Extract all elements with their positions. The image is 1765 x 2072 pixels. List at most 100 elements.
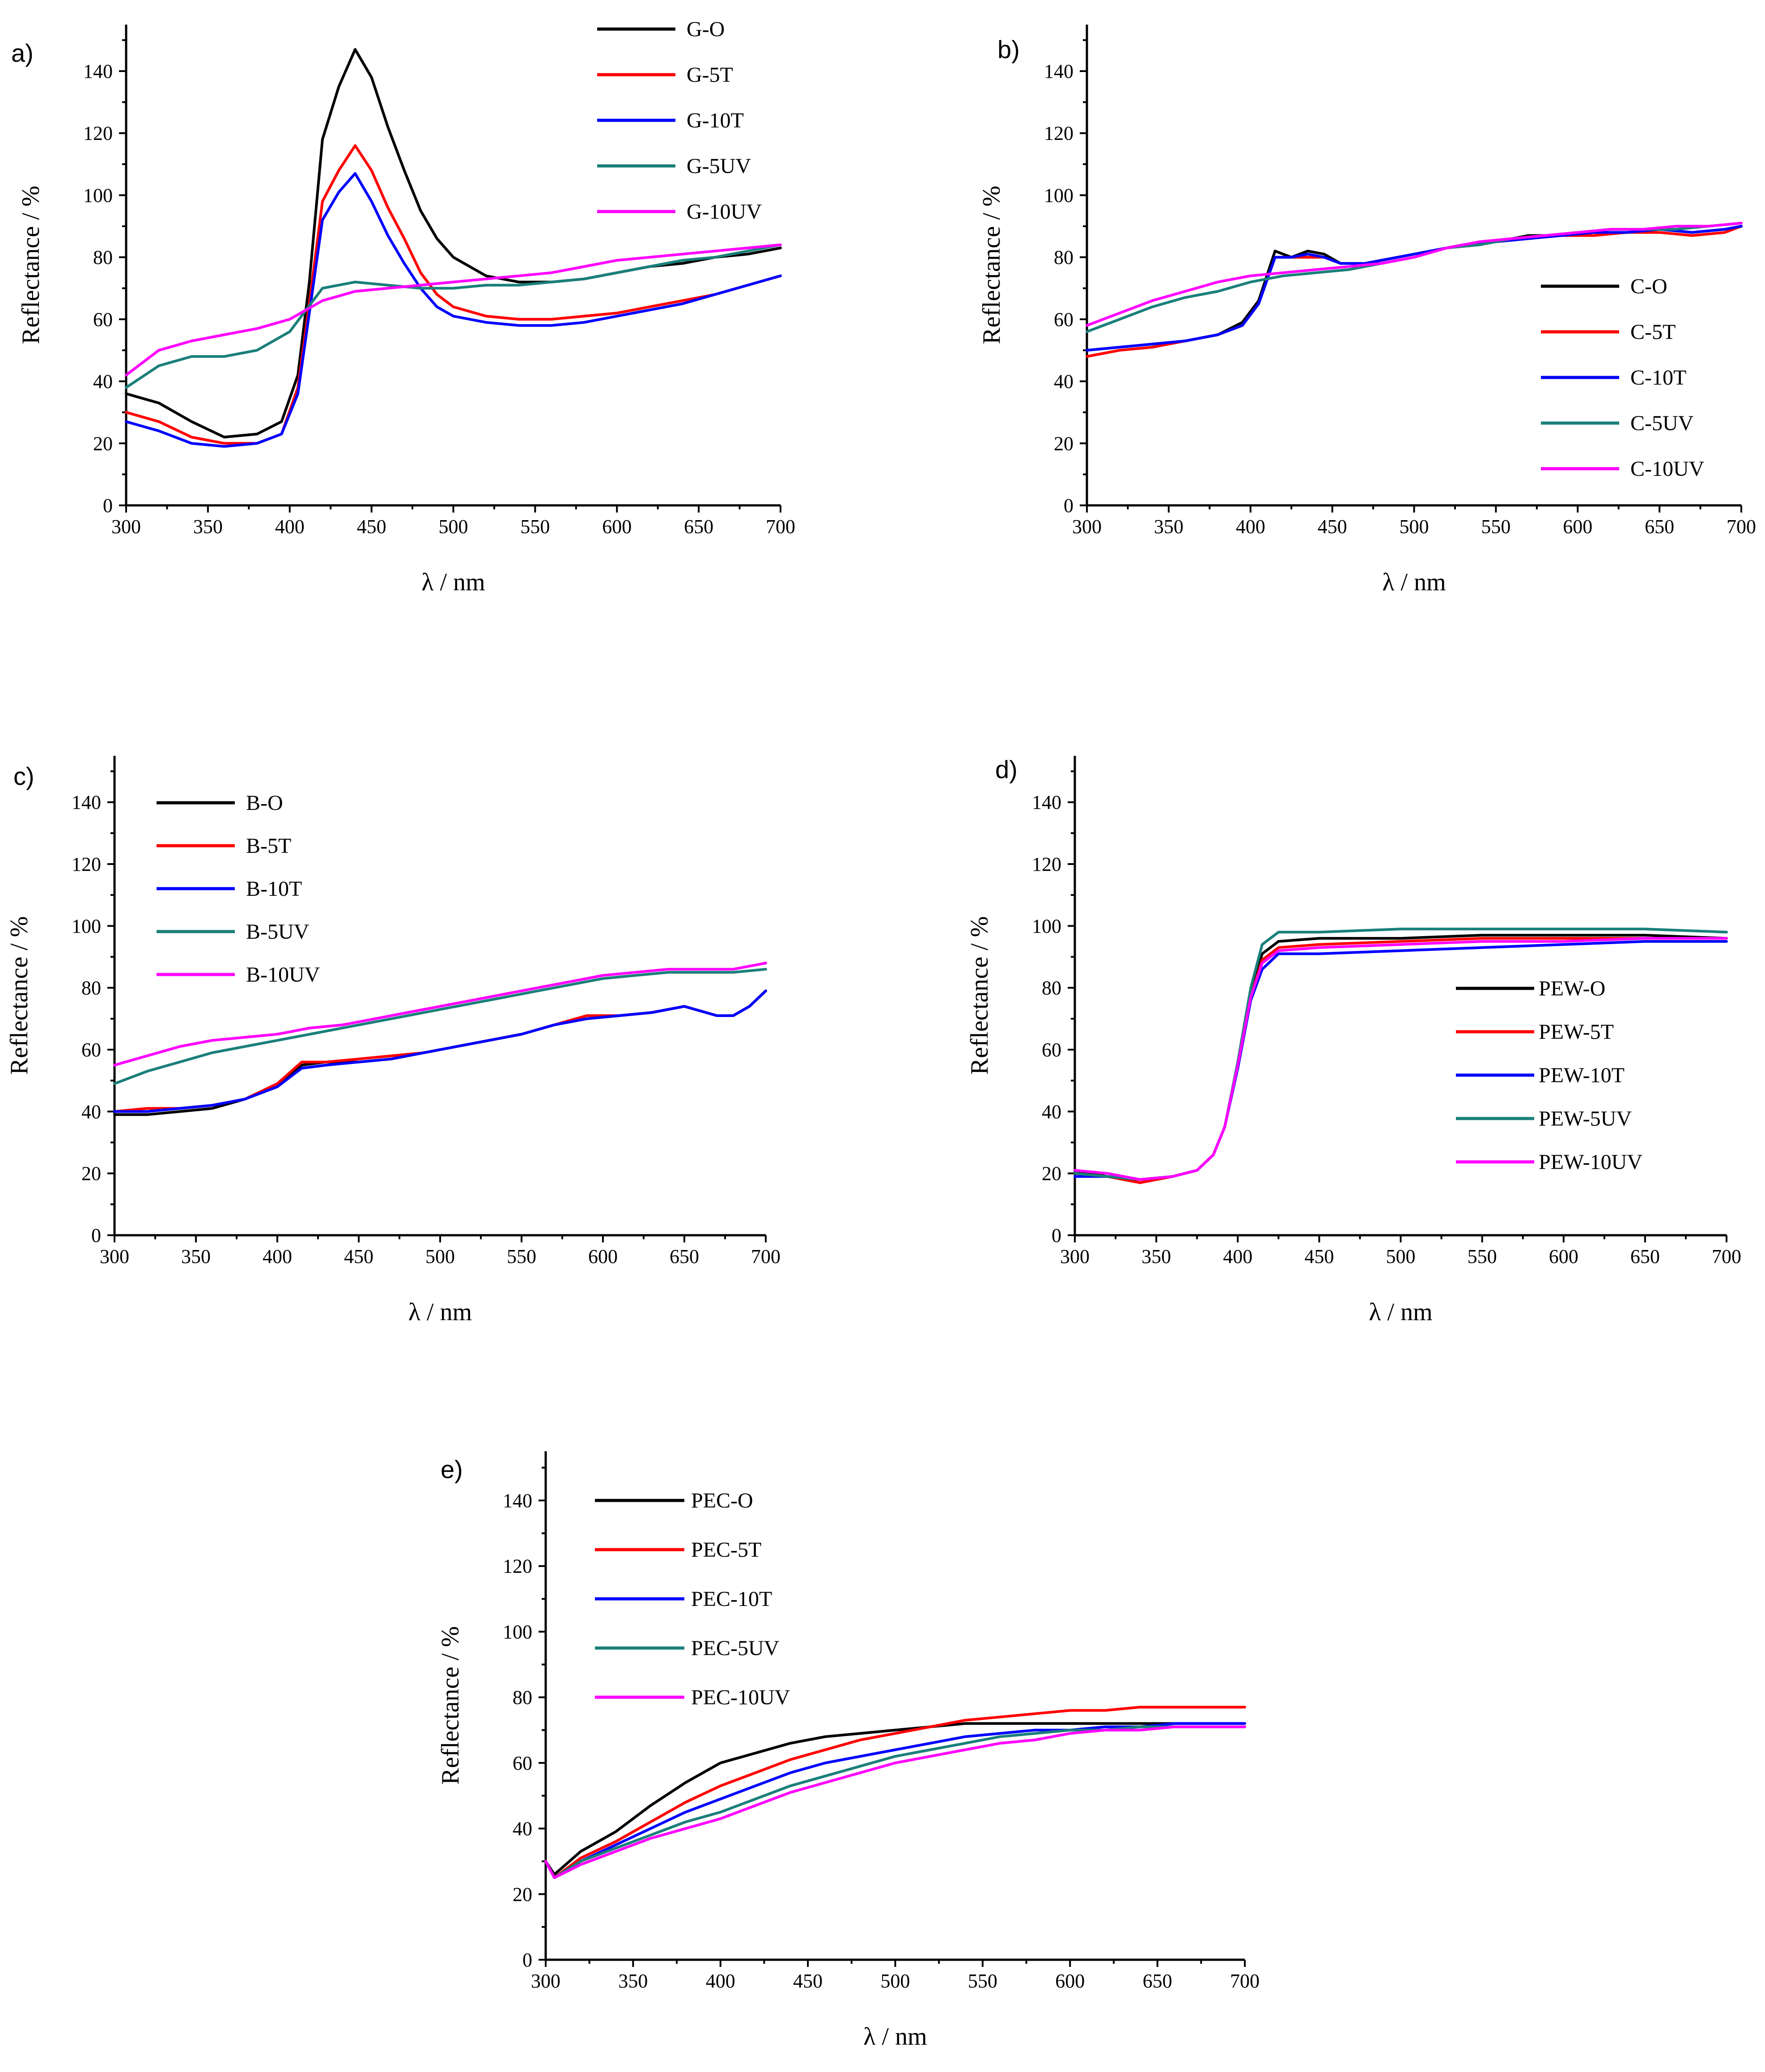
legend-label: G-10T — [687, 109, 744, 132]
legend-label: PEW-5T — [1539, 1020, 1614, 1044]
x-tick-label: 650 — [670, 1246, 699, 1267]
series-line-PEW-10UV — [1073, 937, 1728, 1181]
y-axis-title: Reflectance / % — [5, 916, 33, 1075]
y-tick-label: 120 — [72, 853, 101, 875]
chart-panel-b: 300 350 400 450 500 550 600 650 700 0 20 40 60 80 100 1… — [978, 25, 1756, 596]
x-tick-label: 350 — [181, 1246, 211, 1267]
y-tick-label: 20 — [513, 1883, 532, 1905]
legend-label: PEW-10UV — [1539, 1150, 1642, 1174]
y-tick-label: 40 — [93, 371, 113, 393]
y-tick-label: 0 — [103, 495, 113, 517]
series-line-PEW-5UV — [1073, 928, 1728, 1181]
x-tick-label: 700 — [751, 1246, 781, 1267]
chart-panel-a: 300 350 400 450 500 550 600 650 700 0 20 40 60 80 100 1… — [11, 17, 795, 596]
legend-label: G-O — [687, 17, 725, 41]
x-tick-label: 300 — [111, 516, 141, 538]
x-tick-label: 650 — [1630, 1246, 1660, 1267]
x-tick-label: 700 — [1712, 1246, 1741, 1267]
y-tick-label: 60 — [513, 1752, 532, 1774]
series-line-B-10UV — [113, 962, 767, 1067]
y-axis-title: Reflectance / % — [437, 1626, 464, 1784]
legend-label: PEC-10T — [691, 1587, 772, 1611]
x-tick-label: 400 — [1236, 516, 1265, 538]
legend-label: PEC-O — [691, 1489, 753, 1513]
x-tick-label: 300 — [1060, 1246, 1090, 1267]
panel-label: e) — [441, 1455, 463, 1483]
series-line-G-10T — [125, 172, 782, 448]
y-axis-title: Reflectance / % — [978, 186, 1006, 344]
x-tick-label: 300 — [1072, 516, 1102, 538]
legend-label: B-5UV — [246, 920, 310, 944]
y-tick-label: 80 — [513, 1686, 532, 1708]
series-line-C-10T — [1086, 225, 1743, 352]
y-tick-label: 20 — [1054, 432, 1073, 454]
panel-label: d) — [995, 755, 1018, 784]
y-tick-label: 100 — [1032, 915, 1061, 937]
x-tick-label: 500 — [1400, 516, 1429, 538]
legend-label: G-5T — [687, 63, 733, 87]
x-tick-label: 400 — [706, 1970, 735, 1992]
legend-label: PEW-O — [1539, 977, 1605, 1000]
legend-label: C-5T — [1630, 320, 1676, 344]
y-tick-label: 120 — [1032, 853, 1061, 875]
legend-label: B-5T — [246, 834, 291, 858]
x-tick-label: 550 — [520, 516, 550, 538]
chart-panel-c: 300 350 400 450 500 550 600 650 700 0 20 40 60 80 100 1… — [5, 756, 781, 1326]
y-tick-label: 80 — [1054, 246, 1073, 268]
x-tick-label: 700 — [1230, 1970, 1260, 1992]
x-tick-label: 450 — [344, 1246, 373, 1267]
series-line-G-5T — [125, 144, 782, 445]
y-tick-label: 0 — [1052, 1225, 1061, 1246]
legend-label: B-10T — [246, 877, 302, 901]
y-tick-label: 140 — [1032, 792, 1061, 814]
x-tick-label: 650 — [684, 516, 713, 538]
y-tick-label: 0 — [522, 1949, 532, 1971]
x-tick-label: 400 — [275, 516, 305, 538]
panel-label: a) — [11, 39, 34, 67]
legend-label: B-O — [246, 791, 283, 815]
series-line-G-5UV — [125, 243, 782, 389]
legend-label: G-5UV — [687, 154, 751, 178]
series-line-PEC-5T — [544, 1706, 1246, 1879]
y-tick-label: 20 — [93, 432, 113, 454]
x-tick-label: 350 — [618, 1970, 648, 1992]
x-tick-label: 450 — [793, 1970, 823, 1992]
x-axis-title: λ / nm — [408, 1298, 472, 1326]
series-line-PEC-O — [544, 1722, 1246, 1876]
y-tick-label: 100 — [1044, 184, 1073, 206]
x-tick-label: 550 — [1468, 1246, 1497, 1267]
y-tick-label: 80 — [93, 246, 113, 268]
chart-panel-e: 300 350 400 450 500 550 600 650 700 0 20 40 60 80 100 1… — [437, 1451, 1260, 2051]
panel-label: c) — [13, 762, 34, 790]
x-tick-label: 350 — [1154, 516, 1184, 538]
x-tick-label: 500 — [425, 1246, 455, 1267]
y-tick-label: 120 — [83, 123, 113, 144]
x-tick-label: 500 — [1386, 1246, 1416, 1267]
y-tick-label: 20 — [81, 1163, 101, 1185]
x-tick-label: 600 — [1055, 1970, 1085, 1992]
x-tick-label: 600 — [1549, 1246, 1578, 1267]
x-tick-label: 400 — [263, 1246, 292, 1267]
y-tick-label: 100 — [83, 184, 113, 206]
x-tick-label: 650 — [1645, 516, 1674, 538]
x-tick-label: 500 — [881, 1970, 910, 1992]
y-tick-label: 40 — [513, 1818, 532, 1840]
x-tick-label: 550 — [968, 1970, 997, 1992]
y-tick-label: 40 — [1042, 1101, 1061, 1123]
y-tick-label: 140 — [83, 60, 113, 82]
x-tick-label: 550 — [1481, 516, 1510, 538]
y-tick-label: 20 — [1042, 1163, 1061, 1185]
legend-label: C-O — [1630, 275, 1667, 298]
x-axis-title: λ / nm — [1369, 1298, 1432, 1326]
legend-label: G-10UV — [687, 200, 762, 224]
legend-label: PEW-5UV — [1539, 1107, 1632, 1131]
series-line-PEW-10T — [1073, 940, 1728, 1181]
y-tick-label: 40 — [1054, 371, 1073, 393]
x-tick-label: 650 — [1143, 1970, 1172, 1992]
y-tick-label: 80 — [1042, 977, 1061, 999]
x-tick-label: 600 — [602, 516, 632, 538]
x-tick-label: 350 — [193, 516, 223, 538]
legend-label: PEC-5T — [691, 1538, 761, 1562]
x-tick-label: 300 — [100, 1246, 129, 1267]
